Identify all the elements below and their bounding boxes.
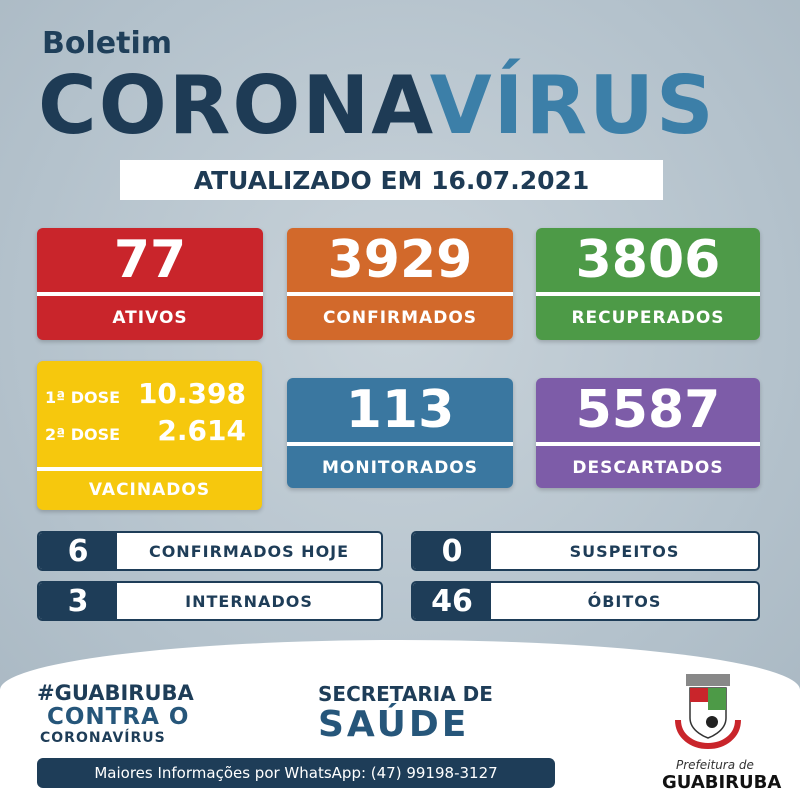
monitorados-label: MONITORADOS [321, 458, 479, 478]
stat-internados: 3 INTERNADOS [37, 581, 383, 621]
title-virus: VÍRUS [429, 59, 716, 152]
hashtag: #GUABIRUBA [37, 681, 194, 705]
stat-label: CONFIRMADOS HOJE [148, 541, 350, 561]
secretaria-label: SECRETARIA DE [318, 682, 493, 706]
contra-label: CONTRA O [47, 704, 190, 730]
dose1-value: 10.398 [137, 377, 246, 410]
dose2-label: 2ª DOSE [45, 425, 121, 444]
stat-value: 3 [39, 583, 117, 619]
stat-value: 6 [39, 533, 117, 569]
stat-value: 46 [413, 583, 491, 619]
updated-banner: ATUALIZADO EM 16.07.2021 [120, 160, 663, 200]
stat-confirmados-hoje: 6 CONFIRMADOS HOJE [37, 531, 383, 571]
boletim-label: Boletim [42, 26, 172, 61]
city-label: GUABIRUBA [662, 772, 782, 793]
crown-icon [686, 674, 730, 686]
monitorados-value: 113 [345, 380, 455, 440]
dose2-value: 2.614 [157, 414, 246, 447]
dose1-row: 1ª DOSE 10.398 [37, 377, 262, 410]
prefeitura-label: Prefeitura de [676, 758, 754, 772]
divider [287, 292, 513, 296]
divider [37, 467, 262, 471]
card-vacinados: 1ª DOSE 10.398 2ª DOSE 2.614 VACINADOS [37, 361, 262, 510]
coat-of-arms-logo [675, 674, 741, 750]
card-ativos: 77 ATIVOS [37, 228, 263, 340]
stat-value: 0 [413, 533, 491, 569]
stat-suspeitos: 0 SUSPEITOS [411, 531, 760, 571]
stat-label: INTERNADOS [185, 591, 313, 611]
confirmados-value: 3929 [327, 230, 473, 290]
descartados-label: DESCARTADOS [572, 458, 724, 478]
ativos-label: ATIVOS [112, 308, 188, 328]
saude-label: SAÚDE [318, 704, 470, 745]
stat-label: ÓBITOS [587, 591, 662, 611]
card-descartados: 5587 DESCARTADOS [536, 378, 760, 488]
card-monitorados: 113 MONITORADOS [287, 378, 513, 488]
ativos-value: 77 [113, 230, 187, 290]
coronavirus-label: CORONAVÍRUS [40, 730, 166, 746]
confirmados-label: CONFIRMADOS [322, 308, 478, 328]
card-confirmados: 3929 CONFIRMADOS [287, 228, 513, 340]
whatsapp-banner: Maiores Informações por WhatsApp: (47) 9… [37, 758, 555, 788]
dose1-label: 1ª DOSE [45, 388, 121, 407]
recuperados-value: 3806 [575, 230, 721, 290]
card-recuperados: 3806 RECUPERADOS [536, 228, 760, 340]
divider [37, 292, 263, 296]
dose2-row: 2ª DOSE 2.614 [37, 414, 262, 447]
vacinados-label: VACINADOS [88, 480, 211, 500]
title-corona: CORONA [38, 59, 430, 152]
divider [536, 292, 760, 296]
descartados-value: 5587 [575, 380, 721, 440]
divider [287, 442, 513, 446]
stat-obitos: 46 ÓBITOS [411, 581, 760, 621]
recuperados-label: RECUPERADOS [571, 308, 725, 328]
stat-label: SUSPEITOS [569, 541, 680, 561]
divider [536, 442, 760, 446]
page-title: CORONAVÍRUS [38, 66, 716, 146]
